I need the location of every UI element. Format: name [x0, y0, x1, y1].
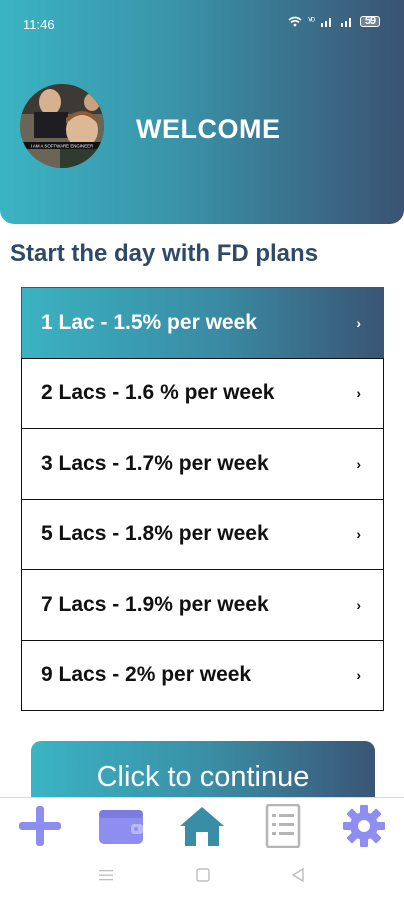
header-banner: 11:46 ᵛᵒ 59 — [0, 0, 404, 224]
chevron-right-icon: › — [356, 596, 361, 613]
plan-label: 5 Lacs - 1.8% per week — [41, 522, 269, 546]
plan-option-3-lacs[interactable]: 3 Lacs - 1.7% per week › — [21, 428, 384, 500]
volte-icon: ᵛᵒ — [308, 15, 315, 27]
signal-icon — [321, 17, 331, 27]
chevron-right-icon: › — [356, 526, 361, 543]
nav-settings[interactable] — [340, 804, 388, 848]
chevron-right-icon: › — [356, 667, 361, 684]
section-title: Start the day with FD plans — [10, 240, 319, 267]
bottom-navigation — [0, 797, 404, 853]
plan-list: 1 Lac - 1.5% per week › 2 Lacs - 1.6 % p… — [21, 287, 384, 711]
back-triangle-icon[interactable] — [290, 867, 306, 883]
plan-label: 7 Lacs - 1.9% per week — [41, 592, 269, 616]
status-icons: ᵛᵒ 59 — [288, 15, 380, 27]
plan-label: 2 Lacs - 1.6 % per week — [41, 381, 275, 405]
nav-wallet[interactable] — [97, 804, 145, 848]
nav-documents[interactable] — [259, 804, 307, 848]
document-icon — [265, 804, 301, 848]
wifi-icon — [288, 16, 302, 26]
plan-label: 1 Lac - 1.5% per week — [41, 310, 257, 334]
continue-button-label: Click to continue — [96, 761, 310, 793]
home-square-icon[interactable] — [195, 867, 211, 883]
avatar-caption: I AM A SOFTWARE ENGINEER — [31, 144, 94, 149]
nav-add[interactable] — [16, 804, 64, 848]
plan-option-5-lacs[interactable]: 5 Lacs - 1.8% per week › — [21, 498, 384, 570]
plan-label: 9 Lacs - 2% per week — [41, 663, 252, 687]
avatar[interactable]: I AM A SOFTWARE ENGINEER — [20, 84, 104, 168]
chevron-right-icon: › — [356, 385, 361, 402]
plan-option-9-lacs[interactable]: 9 Lacs - 2% per week › — [21, 639, 384, 711]
home-icon — [180, 807, 224, 846]
menu-icon[interactable] — [98, 867, 114, 883]
signal-icon — [341, 17, 351, 27]
settings-icon — [343, 805, 385, 847]
battery-icon: 59 — [360, 15, 380, 27]
chevron-right-icon: › — [356, 314, 361, 331]
page-title: WELCOME — [136, 114, 281, 144]
system-navigation-bar — [0, 853, 404, 900]
avatar-image: I AM A SOFTWARE ENGINEER — [20, 84, 104, 168]
wallet-icon — [99, 810, 143, 844]
status-time: 11:46 — [23, 17, 55, 32]
add-icon — [19, 806, 61, 846]
chevron-right-icon: › — [356, 455, 361, 472]
nav-home[interactable] — [178, 804, 226, 848]
plan-label: 3 Lacs - 1.7% per week — [41, 451, 269, 475]
plan-option-7-lacs[interactable]: 7 Lacs - 1.9% per week › — [21, 569, 384, 641]
plan-option-2-lacs[interactable]: 2 Lacs - 1.6 % per week › — [21, 357, 384, 429]
status-bar: 11:46 ᵛᵒ 59 — [0, 0, 404, 40]
plan-option-1-lac[interactable]: 1 Lac - 1.5% per week › — [21, 287, 384, 359]
battery-level: 59 — [364, 15, 376, 27]
